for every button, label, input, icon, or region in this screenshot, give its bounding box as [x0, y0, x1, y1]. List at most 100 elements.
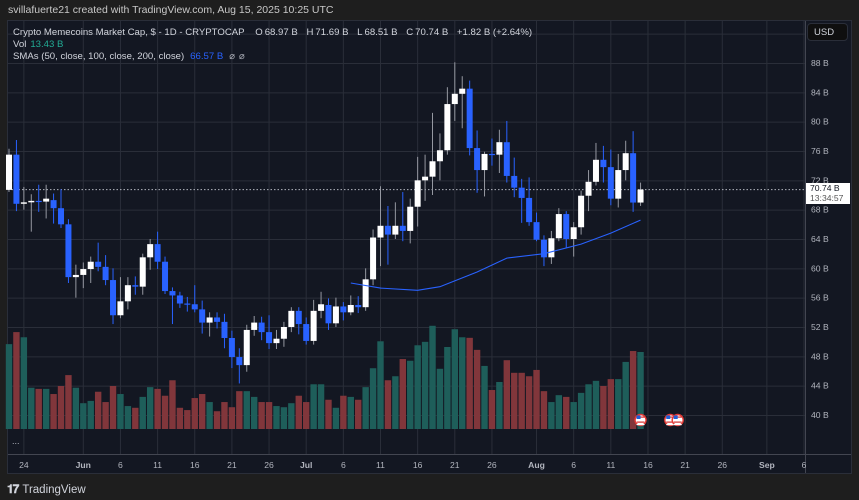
candle-up — [139, 257, 146, 287]
volume-bar — [35, 388, 42, 429]
volume-bar — [444, 347, 451, 429]
us-flag-icon[interactable] — [634, 413, 647, 427]
time-tick-label: 11 — [376, 460, 385, 470]
open-value: 68.97 B — [264, 27, 298, 38]
low-value: 68.51 B — [364, 27, 398, 38]
volume-bar — [570, 402, 577, 429]
tradingview-logo[interactable]: 𝟏𝟕 TradingView — [7, 482, 86, 497]
volume-bar — [303, 402, 310, 429]
volume-bar — [466, 337, 473, 429]
candle-down — [355, 304, 362, 308]
price-tick-label: 52 B — [811, 322, 829, 332]
volume-bar — [503, 360, 511, 429]
candles — [6, 62, 644, 384]
candle-up — [615, 170, 622, 199]
symbol-title[interactable]: Crypto Memecoins Market Cap, $ - 1D - CR… — [13, 27, 245, 38]
volume-bar — [407, 360, 414, 429]
candle-down — [488, 153, 495, 156]
price-tick-label: 56 B — [811, 293, 829, 303]
legend-ohlc: Crypto Memecoins Market Cap, $ - 1D - CR… — [13, 27, 532, 38]
candle-up — [444, 104, 451, 151]
volume-bar — [310, 384, 317, 429]
chart-credit: svillafuerte21 created with TradingView.… — [8, 4, 334, 16]
tradingview-logo-icon: 𝟏𝟕 — [7, 482, 19, 496]
price-tick-label: 40 B — [811, 410, 829, 420]
volume-bar — [392, 376, 399, 429]
bar-countdown: 13:34:57 — [810, 193, 844, 203]
volume-bar — [540, 391, 548, 429]
last-price-value: 70.74 B — [810, 183, 840, 193]
candle-down — [184, 303, 191, 305]
price-tick-label: 72 B — [811, 175, 829, 185]
candle-down — [526, 197, 533, 223]
volume-bar — [451, 329, 458, 429]
candle-down — [132, 285, 139, 287]
candle-down — [176, 295, 183, 304]
candle-down — [474, 148, 481, 171]
candle-up — [570, 227, 577, 239]
time-tick-label: 26 — [264, 460, 274, 470]
candle-up — [288, 310, 295, 327]
price-tick-label: 60 B — [811, 263, 829, 273]
volume-bar — [72, 387, 80, 429]
candle-down — [266, 332, 273, 344]
time-tick-label: 6 — [118, 460, 123, 470]
volume-bar — [288, 403, 295, 429]
price-tick-label: 84 B — [811, 87, 829, 97]
candle-up — [20, 202, 27, 204]
time-tick-label: 16 — [643, 460, 653, 470]
price-tick-label: 64 B — [811, 234, 829, 244]
volume-bar — [191, 398, 198, 429]
price-tick-label: 44 B — [811, 381, 829, 391]
candle-up — [637, 189, 644, 203]
volume-bar — [548, 402, 555, 429]
candle-up — [585, 181, 592, 196]
legend-sma[interactable]: SMAs (50, close, 100, close, 200, close)… — [13, 51, 249, 62]
candle-down — [50, 200, 57, 209]
currency-button[interactable]: USD — [807, 23, 848, 41]
candle-down — [35, 200, 42, 203]
volume-bar — [414, 345, 421, 429]
volume-bar — [236, 391, 243, 429]
high-value: 71.69 B — [315, 27, 349, 38]
volume-bar — [42, 388, 50, 429]
volume-bar — [124, 406, 132, 429]
volume-bar — [265, 402, 273, 429]
collapsed-pane-button[interactable]: ... — [12, 436, 20, 446]
candle-up — [414, 180, 421, 207]
candle-down — [340, 306, 347, 313]
close-value: 70.74 B — [415, 27, 449, 38]
volume-bar — [607, 379, 615, 429]
volume-bar — [555, 395, 563, 429]
legend-volume[interactable]: Vol 13.43 B — [13, 39, 63, 50]
volume-bar — [340, 395, 347, 429]
volume-bar — [362, 387, 369, 429]
candle-up — [280, 326, 287, 339]
volume-bar — [295, 395, 302, 429]
time-tick-label: 26 — [487, 460, 497, 470]
candle-up — [578, 195, 585, 228]
sma-label: SMAs (50, close, 100, close, 200, close) — [13, 51, 185, 62]
candle-up — [622, 153, 629, 171]
time-tick-label: 24 — [19, 460, 29, 470]
volume-label: Vol — [13, 39, 27, 50]
volume-bar — [13, 332, 20, 429]
us-flag-icon[interactable] — [671, 413, 684, 427]
volume-bar — [221, 402, 228, 429]
candle-up — [147, 244, 154, 258]
candle-up — [243, 329, 250, 366]
candle-down — [95, 261, 102, 267]
volume-bar — [198, 394, 206, 429]
volume-bar — [496, 381, 503, 429]
volume-bar — [488, 390, 496, 429]
time-tick-label: Aug — [528, 460, 545, 470]
candle-up — [481, 153, 488, 171]
candle-down — [214, 317, 221, 322]
volume-bar — [585, 384, 592, 429]
time-tick-label: 6 — [341, 460, 346, 470]
volume-bar — [459, 337, 466, 429]
volume-bar — [525, 376, 533, 429]
volume-bar — [139, 396, 146, 429]
volume-bar — [355, 399, 362, 429]
